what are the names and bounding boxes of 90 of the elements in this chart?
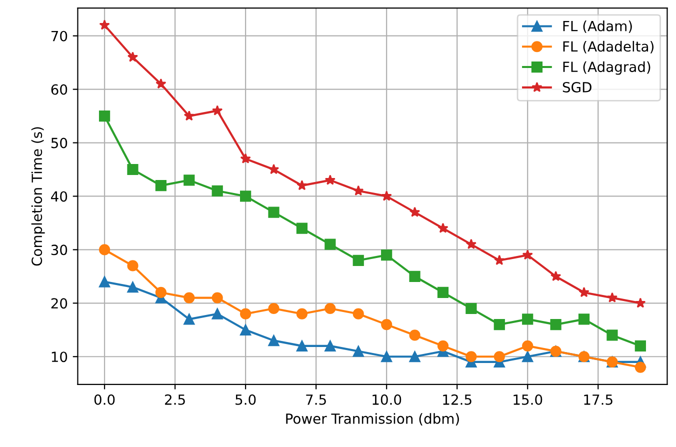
point [494, 254, 505, 266]
point [240, 324, 252, 336]
y-tick-label: 30 [51, 244, 68, 256]
y-tick-label: 40 [51, 191, 68, 202]
point [381, 318, 392, 330]
legend-label: FL (Adagrad) [563, 61, 650, 75]
point [381, 190, 392, 201]
point [550, 318, 562, 330]
point [268, 164, 280, 174]
y-tick-label: 60 [51, 84, 68, 95]
point [184, 314, 195, 325]
point [522, 314, 534, 325]
x-tick-label: 10.0 [372, 394, 402, 405]
point [156, 78, 166, 89]
point [296, 308, 308, 320]
point [352, 254, 364, 266]
point [98, 276, 110, 288]
point [437, 286, 449, 298]
point [99, 20, 110, 30]
point [324, 174, 336, 185]
point [352, 346, 364, 357]
point [268, 206, 280, 218]
point [324, 340, 336, 352]
point [184, 110, 194, 121]
point [184, 174, 195, 186]
point [409, 351, 420, 362]
x-tick-label: 5.0 [236, 394, 256, 405]
x-tick-label: 17.5 [584, 394, 612, 405]
point [409, 330, 420, 341]
point [296, 340, 308, 352]
point [494, 318, 505, 330]
point [268, 302, 280, 314]
legend-label: SGD [562, 82, 592, 92]
point [522, 351, 534, 362]
point [184, 292, 195, 304]
point [212, 185, 223, 196]
point [240, 190, 252, 202]
point [635, 298, 646, 308]
x-axis-title: Power Tranmission (dbm) [286, 413, 459, 426]
point [324, 302, 336, 314]
point [127, 164, 138, 176]
y-axis-title: Completion Time (s) [31, 127, 45, 266]
point [578, 314, 590, 325]
x-tick-label: 12.5 [443, 394, 472, 405]
point [268, 335, 280, 346]
point [240, 153, 251, 164]
point [606, 330, 618, 341]
legend-label: FL (Adam) [563, 20, 632, 33]
point [466, 351, 477, 362]
x-tick-label: 0.0 [94, 394, 115, 405]
point [522, 340, 534, 352]
point [212, 292, 223, 304]
point [212, 308, 223, 320]
point [212, 105, 223, 116]
point [353, 185, 364, 196]
point [98, 244, 110, 256]
point [240, 308, 252, 320]
point [578, 286, 590, 298]
x-tick-label: 15.0 [514, 394, 542, 405]
y-tick-label: 70 [51, 30, 68, 42]
point [466, 238, 477, 249]
point [98, 110, 110, 122]
point [296, 222, 308, 234]
point [438, 222, 448, 233]
point [634, 340, 646, 352]
point [127, 52, 138, 62]
point [381, 351, 392, 362]
y-tick-label: 10 [52, 352, 68, 362]
point [437, 340, 449, 352]
point [606, 292, 618, 302]
point [324, 238, 336, 250]
point [155, 286, 166, 298]
legend-label: FL (Adadelta) [563, 40, 654, 54]
y-tick-label: 20 [51, 298, 68, 309]
x-tick-label: 7.5 [306, 394, 326, 405]
point [155, 180, 166, 192]
y-tick-label: 50 [51, 138, 68, 148]
point [466, 302, 477, 314]
point [409, 270, 420, 282]
point [127, 282, 138, 293]
x-tick-label: 2.5 [165, 394, 185, 405]
point [522, 249, 533, 260]
point [352, 308, 364, 320]
point [634, 362, 646, 373]
point [550, 270, 562, 282]
point [381, 249, 392, 261]
point [494, 351, 505, 362]
point [127, 260, 138, 272]
point [296, 180, 308, 190]
point [409, 206, 420, 217]
